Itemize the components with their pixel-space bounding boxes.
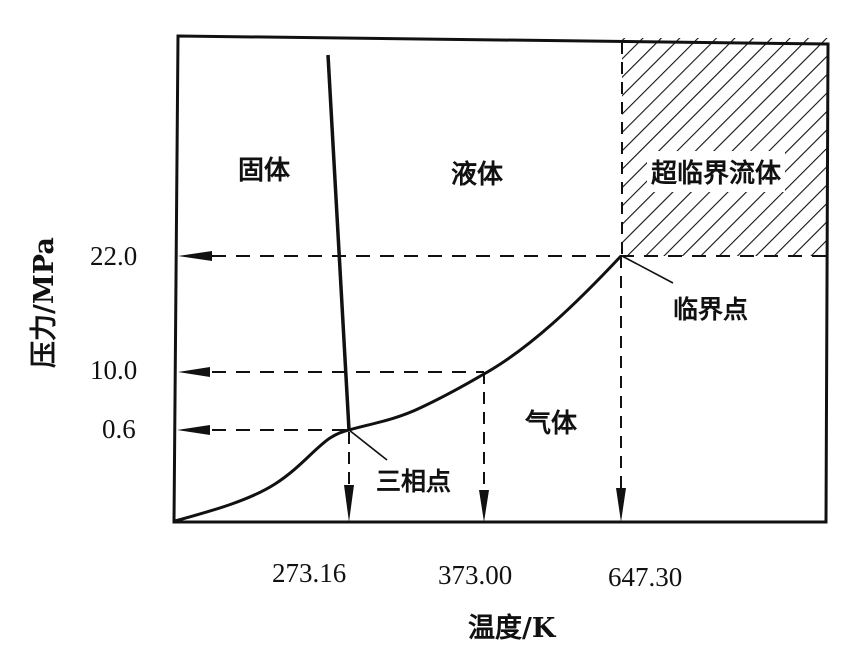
region-supercritical-label: 超临界流体 — [647, 151, 786, 192]
arrow-down-647-30 — [616, 488, 626, 522]
arrow-left-0-6 — [177, 425, 210, 435]
sublimation-curve — [174, 428, 350, 523]
supercritical-region-hatch — [622, 38, 828, 256]
region-solid-label: 固体 — [238, 156, 291, 186]
x-axis-title: 温度/K — [468, 613, 556, 644]
x-tick-373-00: 373.00 — [438, 560, 513, 590]
arrow-down-273-16 — [344, 485, 354, 522]
arrow-left-22-0 — [178, 251, 212, 261]
region-liquid-label: 液体 — [451, 160, 504, 190]
triple-point-label: 三相点 — [376, 467, 452, 496]
y-tick-0-6: 0.6 — [102, 414, 136, 444]
arrow-left-10-0 — [178, 367, 210, 377]
x-tick-273-16: 273.16 — [272, 558, 347, 588]
melting-curve — [326, 54, 351, 431]
y-tick-22-0: 22.0 — [90, 241, 138, 271]
y-tick-10-0: 10.0 — [90, 355, 138, 385]
x-tick-647-30: 647.30 — [608, 562, 683, 592]
critical-point-leader — [621, 255, 674, 284]
plot-frame — [172, 34, 830, 524]
triple-point-leader — [348, 429, 388, 461]
vaporization-curve — [348, 254, 623, 432]
region-gas-label: 气体 — [525, 409, 578, 439]
y-axis-title: 压力/MPa — [29, 237, 60, 368]
arrow-down-373-00 — [479, 490, 489, 522]
critical-point-label: 临界点 — [673, 295, 749, 324]
